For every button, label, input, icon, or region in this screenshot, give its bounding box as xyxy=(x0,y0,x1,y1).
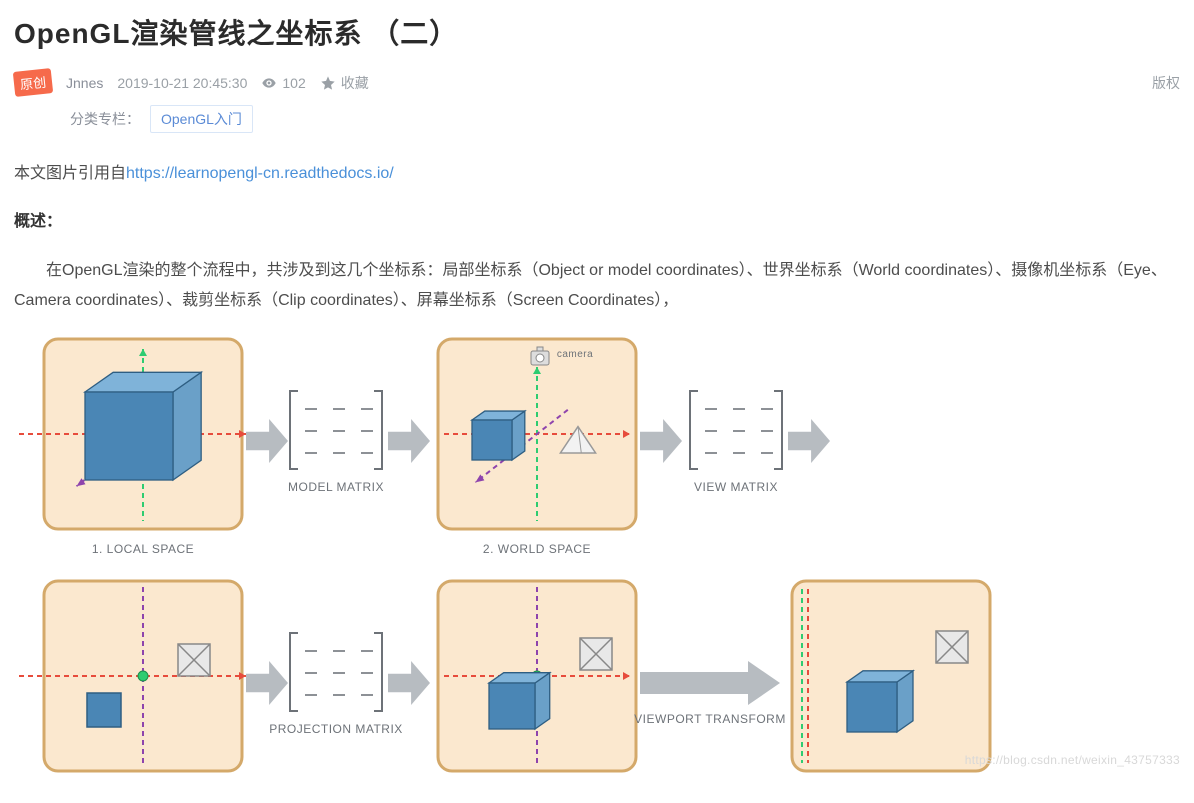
copyright-link[interactable]: 版权 xyxy=(1152,73,1180,93)
coordinate-diagram: 1. LOCAL SPACE MODEL MATRIX camera 2. WORLD… xyxy=(14,335,1180,775)
original-badge: 原创 xyxy=(13,68,53,97)
intro-prefix: 本文图片引用自 xyxy=(14,165,126,182)
favorite-button[interactable]: 收藏 xyxy=(320,73,369,93)
page-title: OpenGL渲染管线之坐标系 （二） xyxy=(14,12,1180,52)
view-count-value: 102 xyxy=(282,75,305,91)
favorite-label: 收藏 xyxy=(341,73,369,93)
category-row: 分类专栏： OpenGL入门 xyxy=(70,105,1180,133)
svg-text:VIEW MATRIX: VIEW MATRIX xyxy=(694,480,778,494)
category-label: 分类专栏： xyxy=(70,109,140,129)
svg-text:camera: camera xyxy=(557,349,593,360)
svg-text:2. WORLD SPACE: 2. WORLD SPACE xyxy=(483,542,591,556)
meta-row: 原创 Jnnes 2019-10-21 20:45:30 102 收藏 版权 xyxy=(14,70,1180,95)
star-icon xyxy=(320,75,336,91)
intro-link[interactable]: https://learnopengl-cn.readthedocs.io/ xyxy=(126,165,394,182)
svg-text:1. LOCAL SPACE: 1. LOCAL SPACE xyxy=(92,542,194,556)
svg-text:VIEWPORT TRANSFORM: VIEWPORT TRANSFORM xyxy=(634,712,786,726)
intro-line: 本文图片引用自https://learnopengl-cn.readthedoc… xyxy=(14,159,1180,189)
author-link[interactable]: Jnnes xyxy=(66,75,103,91)
publish-time: 2019-10-21 20:45:30 xyxy=(117,75,247,91)
svg-text:MODEL MATRIX: MODEL MATRIX xyxy=(288,480,384,494)
eye-icon xyxy=(261,75,277,91)
overview-paragraph: 在OpenGL渲染的整个流程中，共涉及到这几个坐标系：局部坐标系（Object … xyxy=(14,256,1180,317)
svg-text:PROJECTION MATRIX: PROJECTION MATRIX xyxy=(269,722,403,736)
category-tag[interactable]: OpenGL入门 xyxy=(150,105,253,133)
section-overview-title: 概述： xyxy=(14,207,1180,237)
watermark: https://blog.csdn.net/weixin_43757333 xyxy=(965,753,1180,767)
view-count: 102 xyxy=(261,75,305,91)
article-body: 本文图片引用自https://learnopengl-cn.readthedoc… xyxy=(14,159,1180,317)
